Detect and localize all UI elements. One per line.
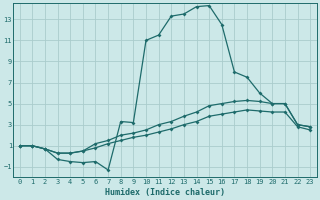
X-axis label: Humidex (Indice chaleur): Humidex (Indice chaleur)	[105, 188, 225, 197]
